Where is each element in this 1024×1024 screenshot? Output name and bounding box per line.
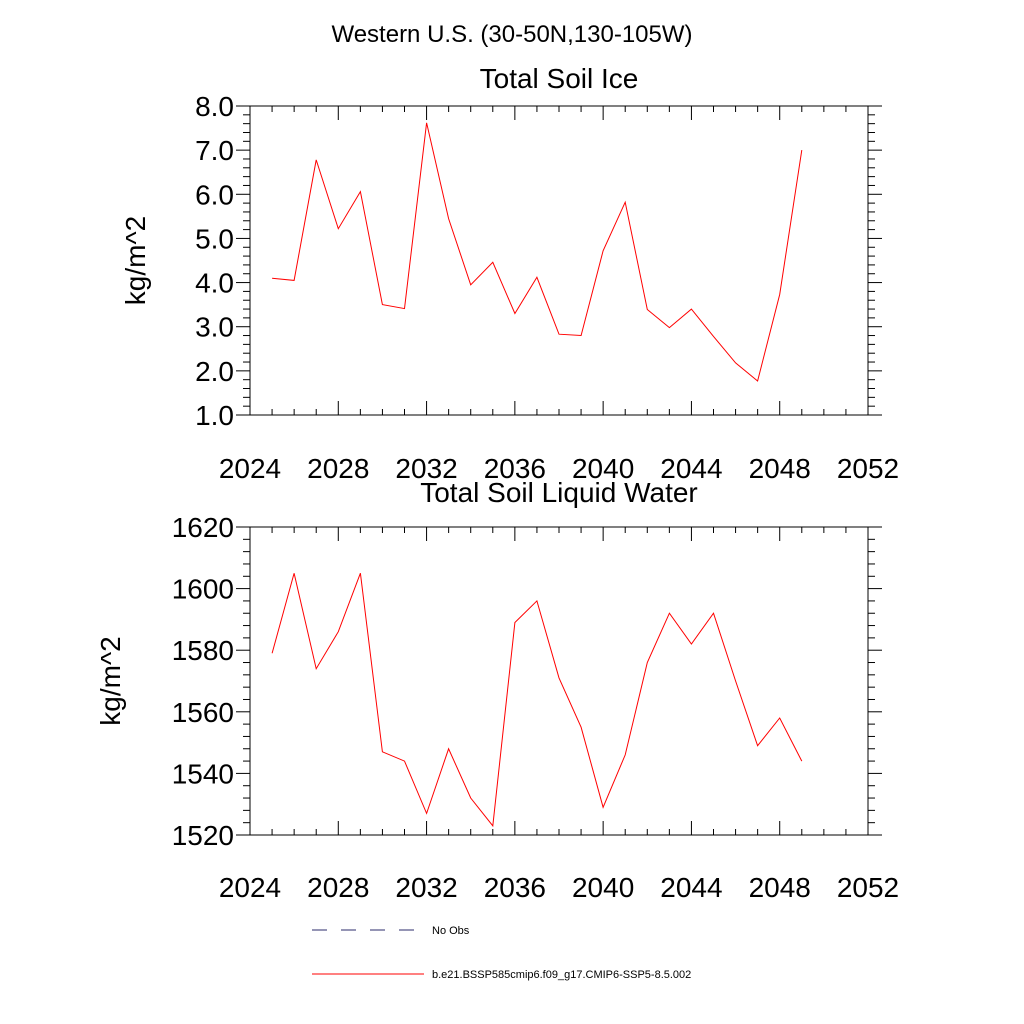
chart-panel-soil-ice: Total Soil Ice 2024 2028 2032 2036 2040 2044 20… [120,63,899,484]
y-axis-label: kg/m^2 [120,216,151,305]
chart-panel-soil-liquid-water: Total Soil Liquid Water 2024 2028 2032 2036 2… [95,477,899,903]
x-tick-label: 2028 [307,453,369,484]
y-tick-label: 7.0 [195,135,234,166]
y-tick-label: 3.0 [195,312,234,343]
x-tick-label: 2040 [572,453,634,484]
y-tick-label: 5.0 [195,223,234,254]
y-tick-label: 1.0 [195,400,234,431]
y-tick-label: 1560 [172,697,234,728]
x-tick-label: 2024 [219,453,281,484]
y-tick-label: 4.0 [195,268,234,299]
x-tick-label: 2048 [749,453,811,484]
x-tick-label: 2048 [749,872,811,903]
x-tick-label: 2036 [484,872,546,903]
x-tick-label: 2024 [219,872,281,903]
chart-title: Total Soil Ice [480,63,639,94]
y-tick-label: 1540 [172,758,234,789]
y-tick-label: 6.0 [195,179,234,210]
y-tick-label: 2.0 [195,356,234,387]
y-tick-label: 1580 [172,635,234,666]
plot-frame [249,526,869,836]
y-tick-label: 8.0 [195,91,234,122]
chart-title: Total Soil Liquid Water [420,477,698,508]
x-tick-label: 2032 [395,453,457,484]
x-tick-label: 2052 [837,872,899,903]
x-tick-label: 2028 [307,872,369,903]
y-tick-label: 1520 [172,820,234,851]
figure-title: Western U.S. (30-50N,130-105W) [331,21,692,48]
series-line [272,122,803,382]
legend-label-no-obs: No Obs [432,925,470,937]
plot-frame [249,105,869,416]
series-line [271,573,803,828]
y-tick-label: 1620 [172,512,234,543]
x-tick-label: 2040 [572,872,634,903]
legend: No Obs b.e21.BSSP585cmip6.f09_g17.CMIP6-… [312,925,691,981]
y-axis-label: kg/m^2 [95,636,126,725]
x-tick-label: 2044 [660,453,722,484]
x-tick-label: 2044 [660,872,722,903]
x-tick-label: 2036 [484,453,546,484]
x-tick-label: 2052 [837,453,899,484]
legend-label-model: b.e21.BSSP585cmip6.f09_g17.CMIP6-SSP5-8.… [432,969,691,981]
y-tick-label: 1600 [172,574,234,605]
x-tick-label: 2032 [395,872,457,903]
